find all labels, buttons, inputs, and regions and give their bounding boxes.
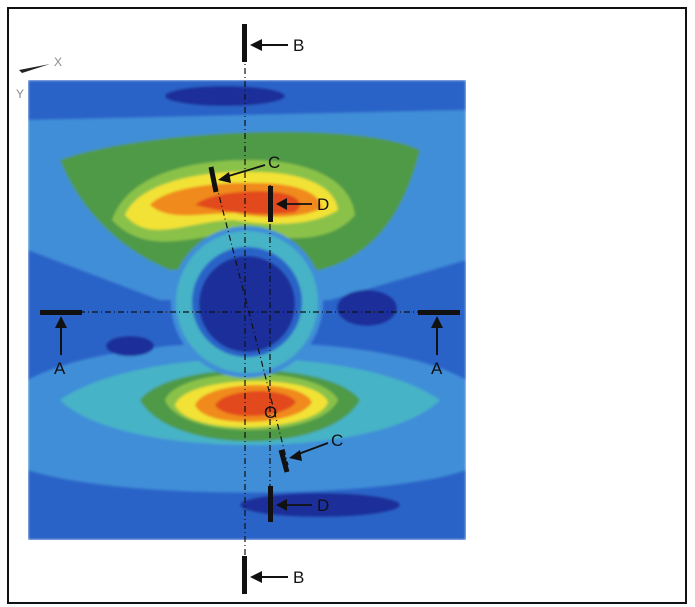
section-A-left: A bbox=[40, 310, 82, 378]
label-B-bottom: B bbox=[293, 568, 304, 587]
section-lines bbox=[40, 55, 460, 590]
section-bar bbox=[242, 556, 247, 594]
label-C-bottom: C bbox=[331, 431, 343, 450]
label-A-right: A bbox=[431, 359, 443, 378]
section-B-bottom: B bbox=[242, 556, 304, 594]
section-C-top: C bbox=[208, 153, 280, 193]
section-bar bbox=[208, 166, 219, 193]
arrow-left-icon bbox=[289, 450, 302, 461]
section-bar bbox=[242, 24, 247, 62]
section-bar bbox=[268, 186, 273, 222]
section-D-bottom: D bbox=[268, 486, 329, 522]
right-blue-blob bbox=[337, 290, 397, 326]
center-point-label: O bbox=[264, 403, 277, 422]
section-B-top: B bbox=[242, 24, 304, 62]
top-blue-streak bbox=[165, 86, 285, 106]
arrow-left-icon bbox=[276, 198, 287, 210]
label-C-top: C bbox=[268, 153, 280, 172]
arrow-up-icon bbox=[55, 316, 67, 328]
section-bar bbox=[40, 310, 82, 315]
label-D-bottom: D bbox=[317, 496, 329, 515]
axis-indicator: X Y bbox=[16, 55, 62, 101]
section-bar bbox=[278, 449, 290, 473]
arrow-left-icon bbox=[218, 172, 231, 183]
arrow-left-icon bbox=[276, 499, 287, 511]
hole-core bbox=[199, 256, 295, 352]
arrow-up-icon bbox=[431, 316, 443, 328]
lower-red-core bbox=[215, 391, 296, 417]
arrow-left-icon bbox=[250, 571, 262, 583]
upper-red-core bbox=[195, 191, 300, 214]
y-axis-label: Y bbox=[16, 87, 24, 101]
label-B-top: B bbox=[293, 36, 304, 55]
left-blue-blob bbox=[106, 336, 154, 356]
section-C-bottom: C bbox=[278, 431, 343, 473]
section-A-right: A bbox=[418, 310, 460, 378]
arrow-left-icon bbox=[250, 39, 262, 51]
contour-plate bbox=[28, 80, 466, 540]
x-axis-arrow-icon bbox=[19, 64, 50, 73]
label-A-left: A bbox=[54, 359, 66, 378]
section-D-top: D bbox=[268, 186, 329, 222]
label-D-top: D bbox=[317, 195, 329, 214]
bottom-blue-streak bbox=[240, 493, 400, 517]
x-axis-label: X bbox=[54, 55, 62, 69]
section-bar bbox=[418, 310, 460, 315]
section-bar bbox=[268, 486, 273, 522]
section-line-C bbox=[212, 171, 289, 466]
